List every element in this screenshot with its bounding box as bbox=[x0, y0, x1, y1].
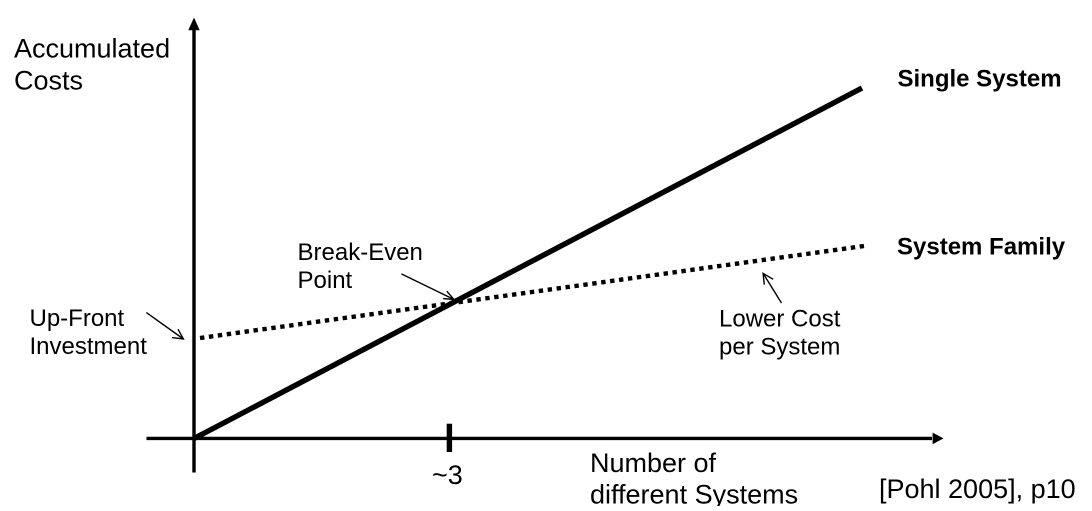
svg-text:Up-Front: Up-Front bbox=[30, 305, 125, 332]
svg-text:per System: per System bbox=[719, 334, 840, 361]
svg-text:Point: Point bbox=[298, 267, 353, 294]
svg-text:System Family: System Family bbox=[897, 234, 1066, 261]
svg-text:different Systems: different Systems bbox=[590, 480, 798, 506]
svg-text:Number of: Number of bbox=[590, 448, 717, 478]
svg-text:Break-Even: Break-Even bbox=[298, 239, 423, 266]
svg-text:Investment: Investment bbox=[30, 333, 148, 360]
svg-text:Accumulated: Accumulated bbox=[14, 34, 170, 64]
svg-text:Costs: Costs bbox=[14, 65, 83, 95]
svg-text:[Pohl 2005], p10: [Pohl 2005], p10 bbox=[879, 474, 1076, 504]
svg-text:Lower Cost: Lower Cost bbox=[719, 306, 841, 333]
svg-text:~3: ~3 bbox=[432, 460, 463, 490]
svg-text:Single System: Single System bbox=[898, 66, 1062, 93]
